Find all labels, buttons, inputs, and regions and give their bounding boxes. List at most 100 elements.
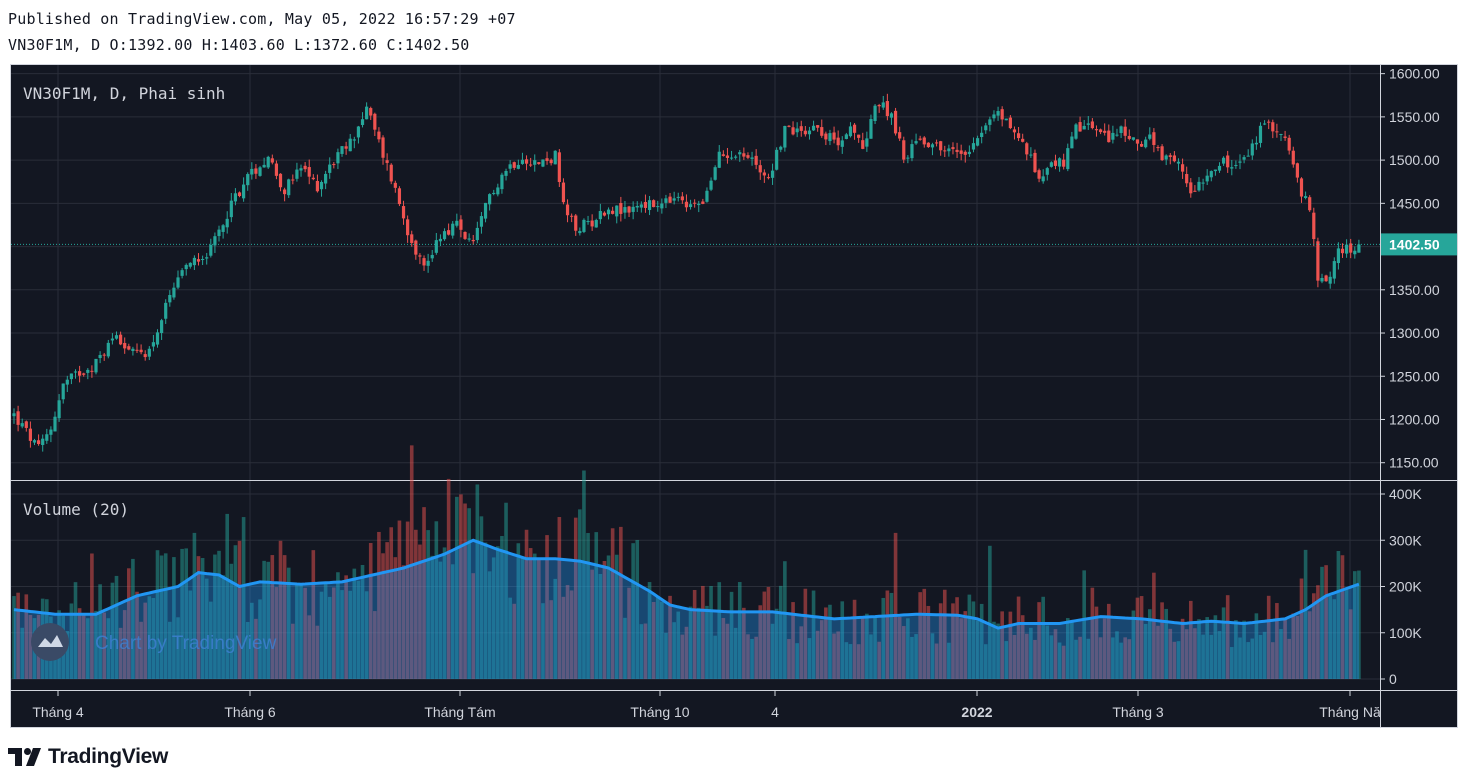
volume-bar [405,521,410,679]
candle-body [356,126,361,138]
candle-body [45,434,49,441]
volume-bar [1262,631,1267,679]
volume-bar [196,556,201,679]
candle-body [291,179,295,181]
volume-bar [750,638,754,679]
candle-body [549,159,553,164]
candle-body [898,132,902,139]
candle-body [98,354,102,359]
volume-bar [975,620,980,679]
volume-bar [16,592,20,679]
volume-bar [295,583,299,679]
volume-bar [1061,645,1066,679]
volume-bar [1299,578,1304,679]
volume-bar [1156,625,1160,679]
candle-body [869,119,873,139]
volume-bar [799,626,804,679]
candle-body [713,167,717,180]
volume-bar [549,600,553,679]
candle-body [1308,197,1312,211]
candle-body [1312,212,1316,240]
candle-body [278,173,283,188]
volume-bar [840,601,845,679]
candle-body [160,320,164,333]
volume-bar [635,539,640,679]
volume-bar [922,588,927,679]
candle-body [168,295,172,303]
volume-bar [610,528,615,679]
volume-bar [225,513,230,679]
volume-bar [254,618,258,679]
candle-body [619,202,623,214]
volume-bar [463,503,467,679]
volume-bar [508,597,512,679]
candle-body [902,140,906,160]
candle-body [914,141,918,144]
volume-bar [844,642,849,679]
volume-bar [188,590,193,679]
candle-body [1283,136,1287,138]
candle-body [1033,152,1037,173]
candle-body [848,126,853,137]
candle-body [114,335,119,339]
candle-body [561,182,566,203]
chart[interactable]: 1150.001200.001250.001300.001350.001400.… [10,64,1458,728]
volume-bar [1352,571,1357,679]
volume-bar [807,638,812,679]
volume-bar [664,632,668,679]
tradingview-brand[interactable]: TradingView [8,742,168,772]
volume-bar [368,542,373,679]
candle-body [94,358,98,373]
volume-bar [69,603,74,679]
candle-body [504,170,508,176]
candle-body [237,192,242,197]
volume-bar [1320,566,1324,679]
candle-body [430,254,434,259]
candle-body [643,201,648,208]
candle-body [16,411,20,425]
volume-bar [81,615,86,679]
volume-bar [434,521,439,679]
candle-body [1135,139,1140,144]
volume-bar [487,571,492,679]
candle-body [861,140,865,149]
candle-body [250,168,254,175]
volume-bar [914,634,918,679]
time-tick-label: Tháng 6 [224,704,276,720]
volume-bar [442,547,447,679]
volume-bar [1213,615,1218,679]
candle-body [828,133,832,142]
volume-bar [947,642,951,679]
volume-bar [98,584,102,679]
candle-body [209,244,213,256]
volume-tick-label: 0 [1389,671,1397,687]
volume-bar [1184,629,1189,679]
volume-bar [733,627,738,679]
volume-bar [221,575,225,679]
volume-bar [1188,600,1193,679]
time-axis: Tháng 4 Tháng 6 Tháng Tám Tháng 10 4 2022 Thán… [32,691,1381,720]
volume-bar [438,561,443,679]
candle-body [438,238,443,242]
candle-body [41,438,45,446]
volume-bar [602,561,607,679]
time-tick-label: Tháng 4 [32,704,84,720]
candle-body [918,138,922,140]
chart-frame[interactable]: 1150.001200.001250.001300.001350.001400.… [10,64,1458,728]
volume-bar [282,555,287,679]
volume-bar [245,621,250,679]
candle-body [529,164,533,166]
volume-bar [856,644,861,679]
candle-body [934,142,939,144]
volume-bar [217,550,221,679]
candle-body [1357,244,1361,253]
candle-body [746,155,750,158]
candle-body [1213,169,1217,172]
volume-bar [1344,587,1349,679]
volume-bar [713,635,717,679]
candle-body [233,193,238,202]
candle-body [110,338,115,341]
volume-bar [951,603,955,679]
volume-bar [1127,639,1132,679]
volume-bar [491,557,496,679]
